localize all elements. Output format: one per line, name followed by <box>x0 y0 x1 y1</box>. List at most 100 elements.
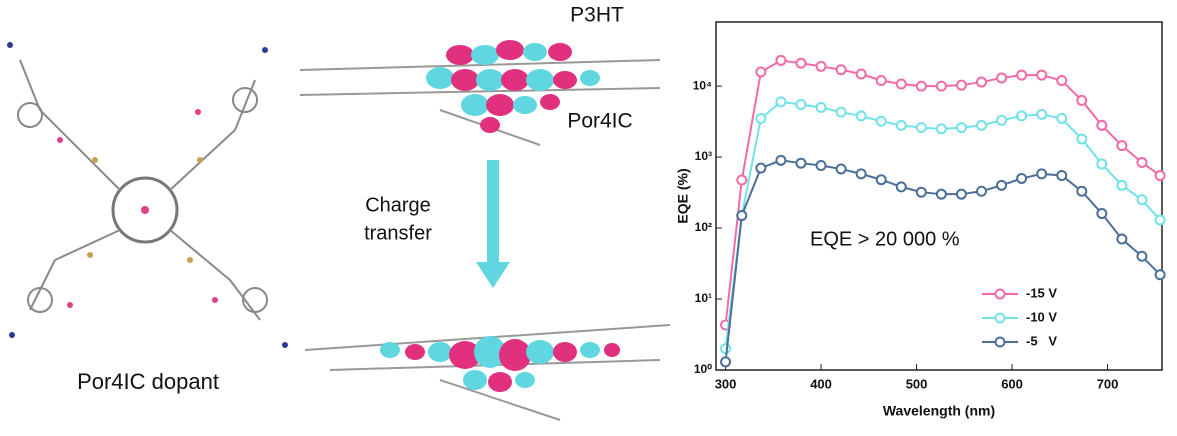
data-point <box>1056 74 1068 86</box>
x-tick-label: 700 <box>1097 376 1119 391</box>
data-point <box>755 162 767 174</box>
legend-marker <box>994 336 1006 348</box>
data-point <box>1116 233 1128 245</box>
data-point <box>996 114 1008 126</box>
molecule-label: Por4IC dopant <box>77 369 219 394</box>
y-tick-label: 10¹ <box>695 291 712 305</box>
data-point <box>1056 170 1068 182</box>
data-point <box>915 186 927 198</box>
data-point <box>720 343 732 355</box>
data-point <box>775 96 787 108</box>
data-point <box>996 72 1008 84</box>
data-point <box>975 185 987 197</box>
molecule-drawing <box>7 42 288 348</box>
eqe-chart: 300 400 500 600 700 10⁰ 10¹ 10² 10³ 10⁴ Wavelength… <box>675 21 1166 419</box>
data-point <box>755 112 767 124</box>
orbital-drawing-top <box>299 40 661 146</box>
data-point <box>1096 119 1108 131</box>
y-axis-label: EQE (%) <box>675 168 691 223</box>
process-label: Charge <box>365 194 431 216</box>
data-point <box>915 122 927 134</box>
y-tick-label: 10³ <box>695 149 712 163</box>
data-point <box>775 154 787 166</box>
plot-frame <box>715 21 1163 371</box>
x-tick-label: 600 <box>1001 376 1023 391</box>
data-point <box>935 80 947 92</box>
data-point <box>955 188 967 200</box>
data-point <box>855 110 867 122</box>
legend-marker <box>994 312 1006 324</box>
data-point <box>835 64 847 76</box>
x-tick-label: 400 <box>810 376 832 391</box>
data-point <box>815 101 827 113</box>
series-line <box>724 100 1161 349</box>
data-point <box>1016 69 1028 81</box>
data-point <box>815 60 827 72</box>
data-point <box>955 122 967 134</box>
data-point <box>720 356 732 368</box>
data-point <box>1056 112 1068 124</box>
acceptor-label: Por4IC <box>567 110 632 133</box>
y-tick-label: 10² <box>695 220 712 234</box>
data-point <box>875 115 887 127</box>
legend-label: -10 V <box>1026 309 1057 324</box>
data-point <box>1016 110 1028 122</box>
data-point <box>875 74 887 86</box>
data-point <box>815 160 827 172</box>
orbital-drawing-bottom <box>304 324 671 421</box>
data-point <box>895 119 907 131</box>
legend-marker <box>994 288 1006 300</box>
y-tick-label: 10⁰ <box>694 362 712 376</box>
data-point <box>1036 168 1048 180</box>
arrow-shaft <box>487 160 499 265</box>
x-axis-label: Wavelength (nm) <box>883 403 995 419</box>
data-point <box>1036 108 1048 120</box>
y-tick-label: 10⁴ <box>693 78 712 92</box>
data-point <box>736 210 748 222</box>
data-point <box>835 106 847 118</box>
data-point <box>736 174 748 186</box>
data-point <box>1116 140 1128 152</box>
data-point <box>775 54 787 66</box>
data-point <box>895 78 907 90</box>
data-point <box>1076 94 1088 106</box>
data-point <box>1154 170 1166 182</box>
data-point <box>1076 133 1088 145</box>
data-point <box>755 66 767 78</box>
data-point <box>935 123 947 135</box>
data-point <box>1154 269 1166 281</box>
annotation: EQE > 20 000 % <box>810 228 960 250</box>
data-point <box>1116 179 1128 191</box>
data-point <box>955 79 967 91</box>
x-tick-label: 500 <box>906 376 928 391</box>
data-point <box>1096 158 1108 170</box>
data-point <box>996 179 1008 191</box>
data-point <box>975 119 987 131</box>
data-point <box>1036 69 1048 81</box>
legend-label: -15 V <box>1026 285 1057 300</box>
process-label: transfer <box>364 222 432 244</box>
data-point <box>855 68 867 80</box>
data-point <box>1136 194 1148 206</box>
data-point <box>875 174 887 186</box>
data-point <box>795 57 807 69</box>
data-point <box>1136 156 1148 168</box>
polymer-label: P3HT <box>570 4 624 27</box>
x-tick-label: 300 <box>715 376 737 391</box>
data-point <box>915 80 927 92</box>
data-point <box>795 99 807 111</box>
data-point <box>795 157 807 169</box>
data-point <box>1136 250 1148 262</box>
legend-label: -5 V <box>1026 333 1057 348</box>
data-point <box>855 168 867 180</box>
data-point <box>835 163 847 175</box>
data-point <box>1076 185 1088 197</box>
arrow-head <box>476 262 510 288</box>
data-point <box>935 188 947 200</box>
data-point <box>1016 172 1028 184</box>
data-point <box>1154 214 1166 226</box>
data-point <box>1096 208 1108 220</box>
data-point <box>975 76 987 88</box>
data-point <box>895 181 907 193</box>
